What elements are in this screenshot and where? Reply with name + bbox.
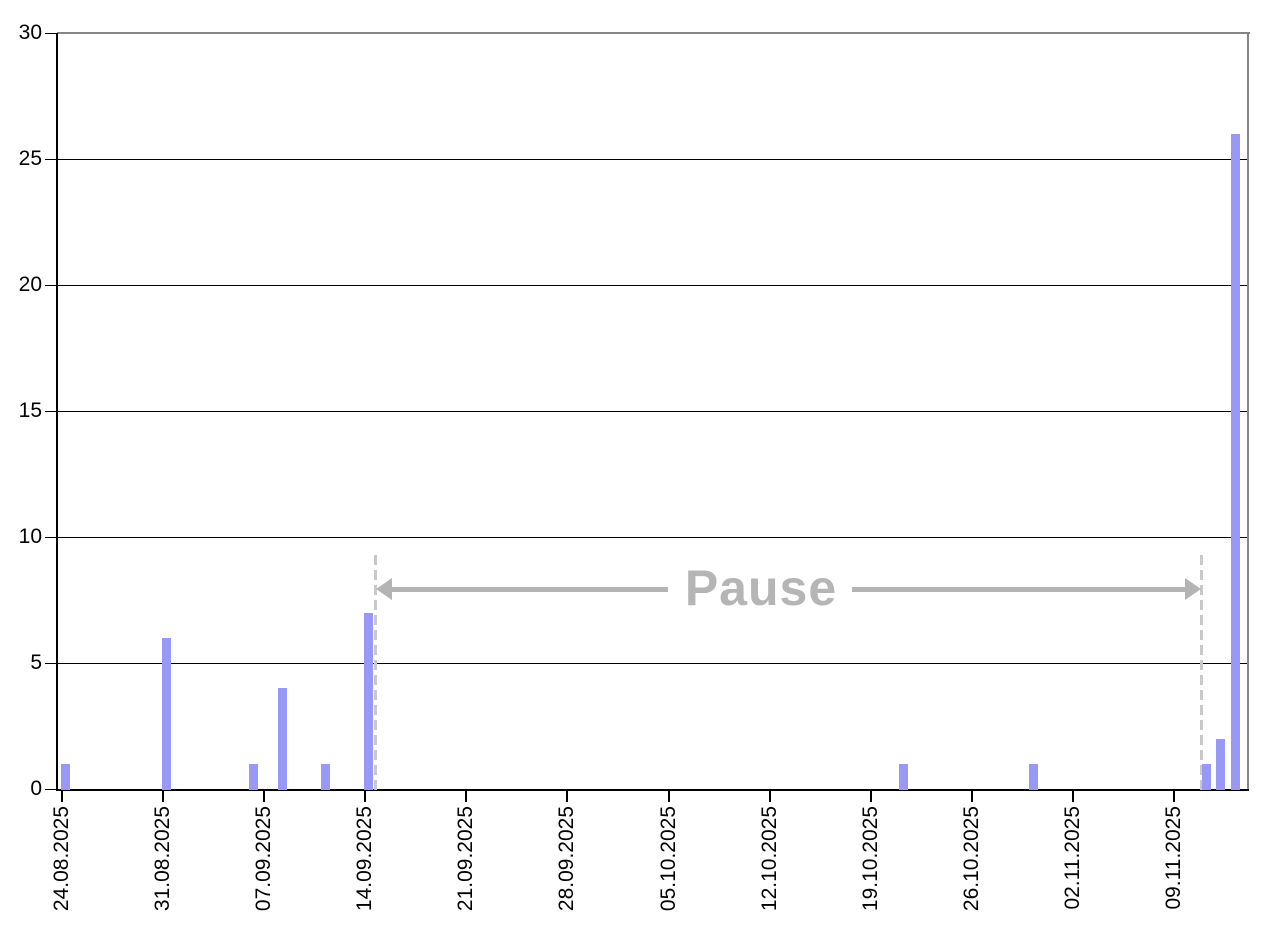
x-axis-tick [667,790,670,802]
x-tick-label: 31.08.2025 [151,806,175,912]
pause-arrow-shaft-right [852,586,1188,592]
x-tick-label: 24.08.2025 [50,806,73,912]
x-axis-tick [566,790,569,802]
x-tick-label: 26.10.2025 [959,806,983,912]
bar [61,763,70,790]
x-tick-label: 05.10.2025 [656,806,680,912]
x-axis-tick [970,790,973,802]
y-tick-label: 20 [18,273,42,296]
y-axis-tick [45,789,57,790]
x-tick-label: 21.09.2025 [454,806,478,912]
x-tick-label: 02.11.2025 [1060,806,1084,910]
bar [1201,763,1211,790]
bar [1028,763,1038,790]
plot-border-right [1247,32,1249,790]
x-tick-label: 07.09.2025 [252,806,276,912]
pause-boundary-line-start [373,555,377,790]
x-axis-tick [465,790,468,802]
x-axis-tick [364,790,367,802]
gridline [57,159,1248,160]
y-tick-label: 15 [18,399,42,422]
x-axis-tick [162,790,165,802]
x-tick-label: 09.11.2025 [1162,806,1185,910]
bar [320,763,330,790]
y-axis-line [56,33,58,790]
y-tick-label: 10 [18,525,42,548]
x-tick-label: 12.10.2025 [757,806,781,912]
y-axis-tick [45,537,57,538]
pause-annotation-label: Pause [678,559,844,617]
bar [162,637,172,790]
pause-arrowhead-right [1185,578,1202,600]
pause-boundary-line-end [1199,555,1203,790]
y-axis-tick [45,33,57,34]
y-axis-tick [45,159,57,160]
y-axis-tick [45,663,57,664]
bar [248,763,258,790]
y-tick-label: 25 [18,147,42,170]
x-axis-tick [1071,790,1074,802]
y-tick-label: 30 [18,21,42,44]
x-tick-label: 28.09.2025 [555,806,579,912]
pause-arrow-shaft-left [390,586,668,592]
bar [364,612,374,790]
y-tick-label: 5 [30,651,42,674]
bar [1230,133,1240,790]
x-axis-tick [61,790,63,802]
pause-arrowhead-left [376,578,393,600]
y-axis-tick [45,411,57,412]
plot-border-top [57,32,1250,34]
x-axis-line [56,789,1249,791]
y-tick-label: 0 [30,777,42,800]
bar [1216,738,1226,790]
x-axis-tick [768,790,771,802]
x-tick-label: 19.10.2025 [858,806,882,912]
gridline [57,663,1248,664]
bar [277,688,287,790]
gridline [57,537,1248,538]
bar [898,763,908,790]
x-axis-tick [1173,790,1175,802]
x-axis-tick [869,790,872,802]
gridline [57,285,1248,286]
gridline [57,411,1248,412]
y-axis-tick [45,285,57,286]
x-axis-tick [263,790,266,802]
x-tick-label: 14.09.2025 [353,806,377,912]
